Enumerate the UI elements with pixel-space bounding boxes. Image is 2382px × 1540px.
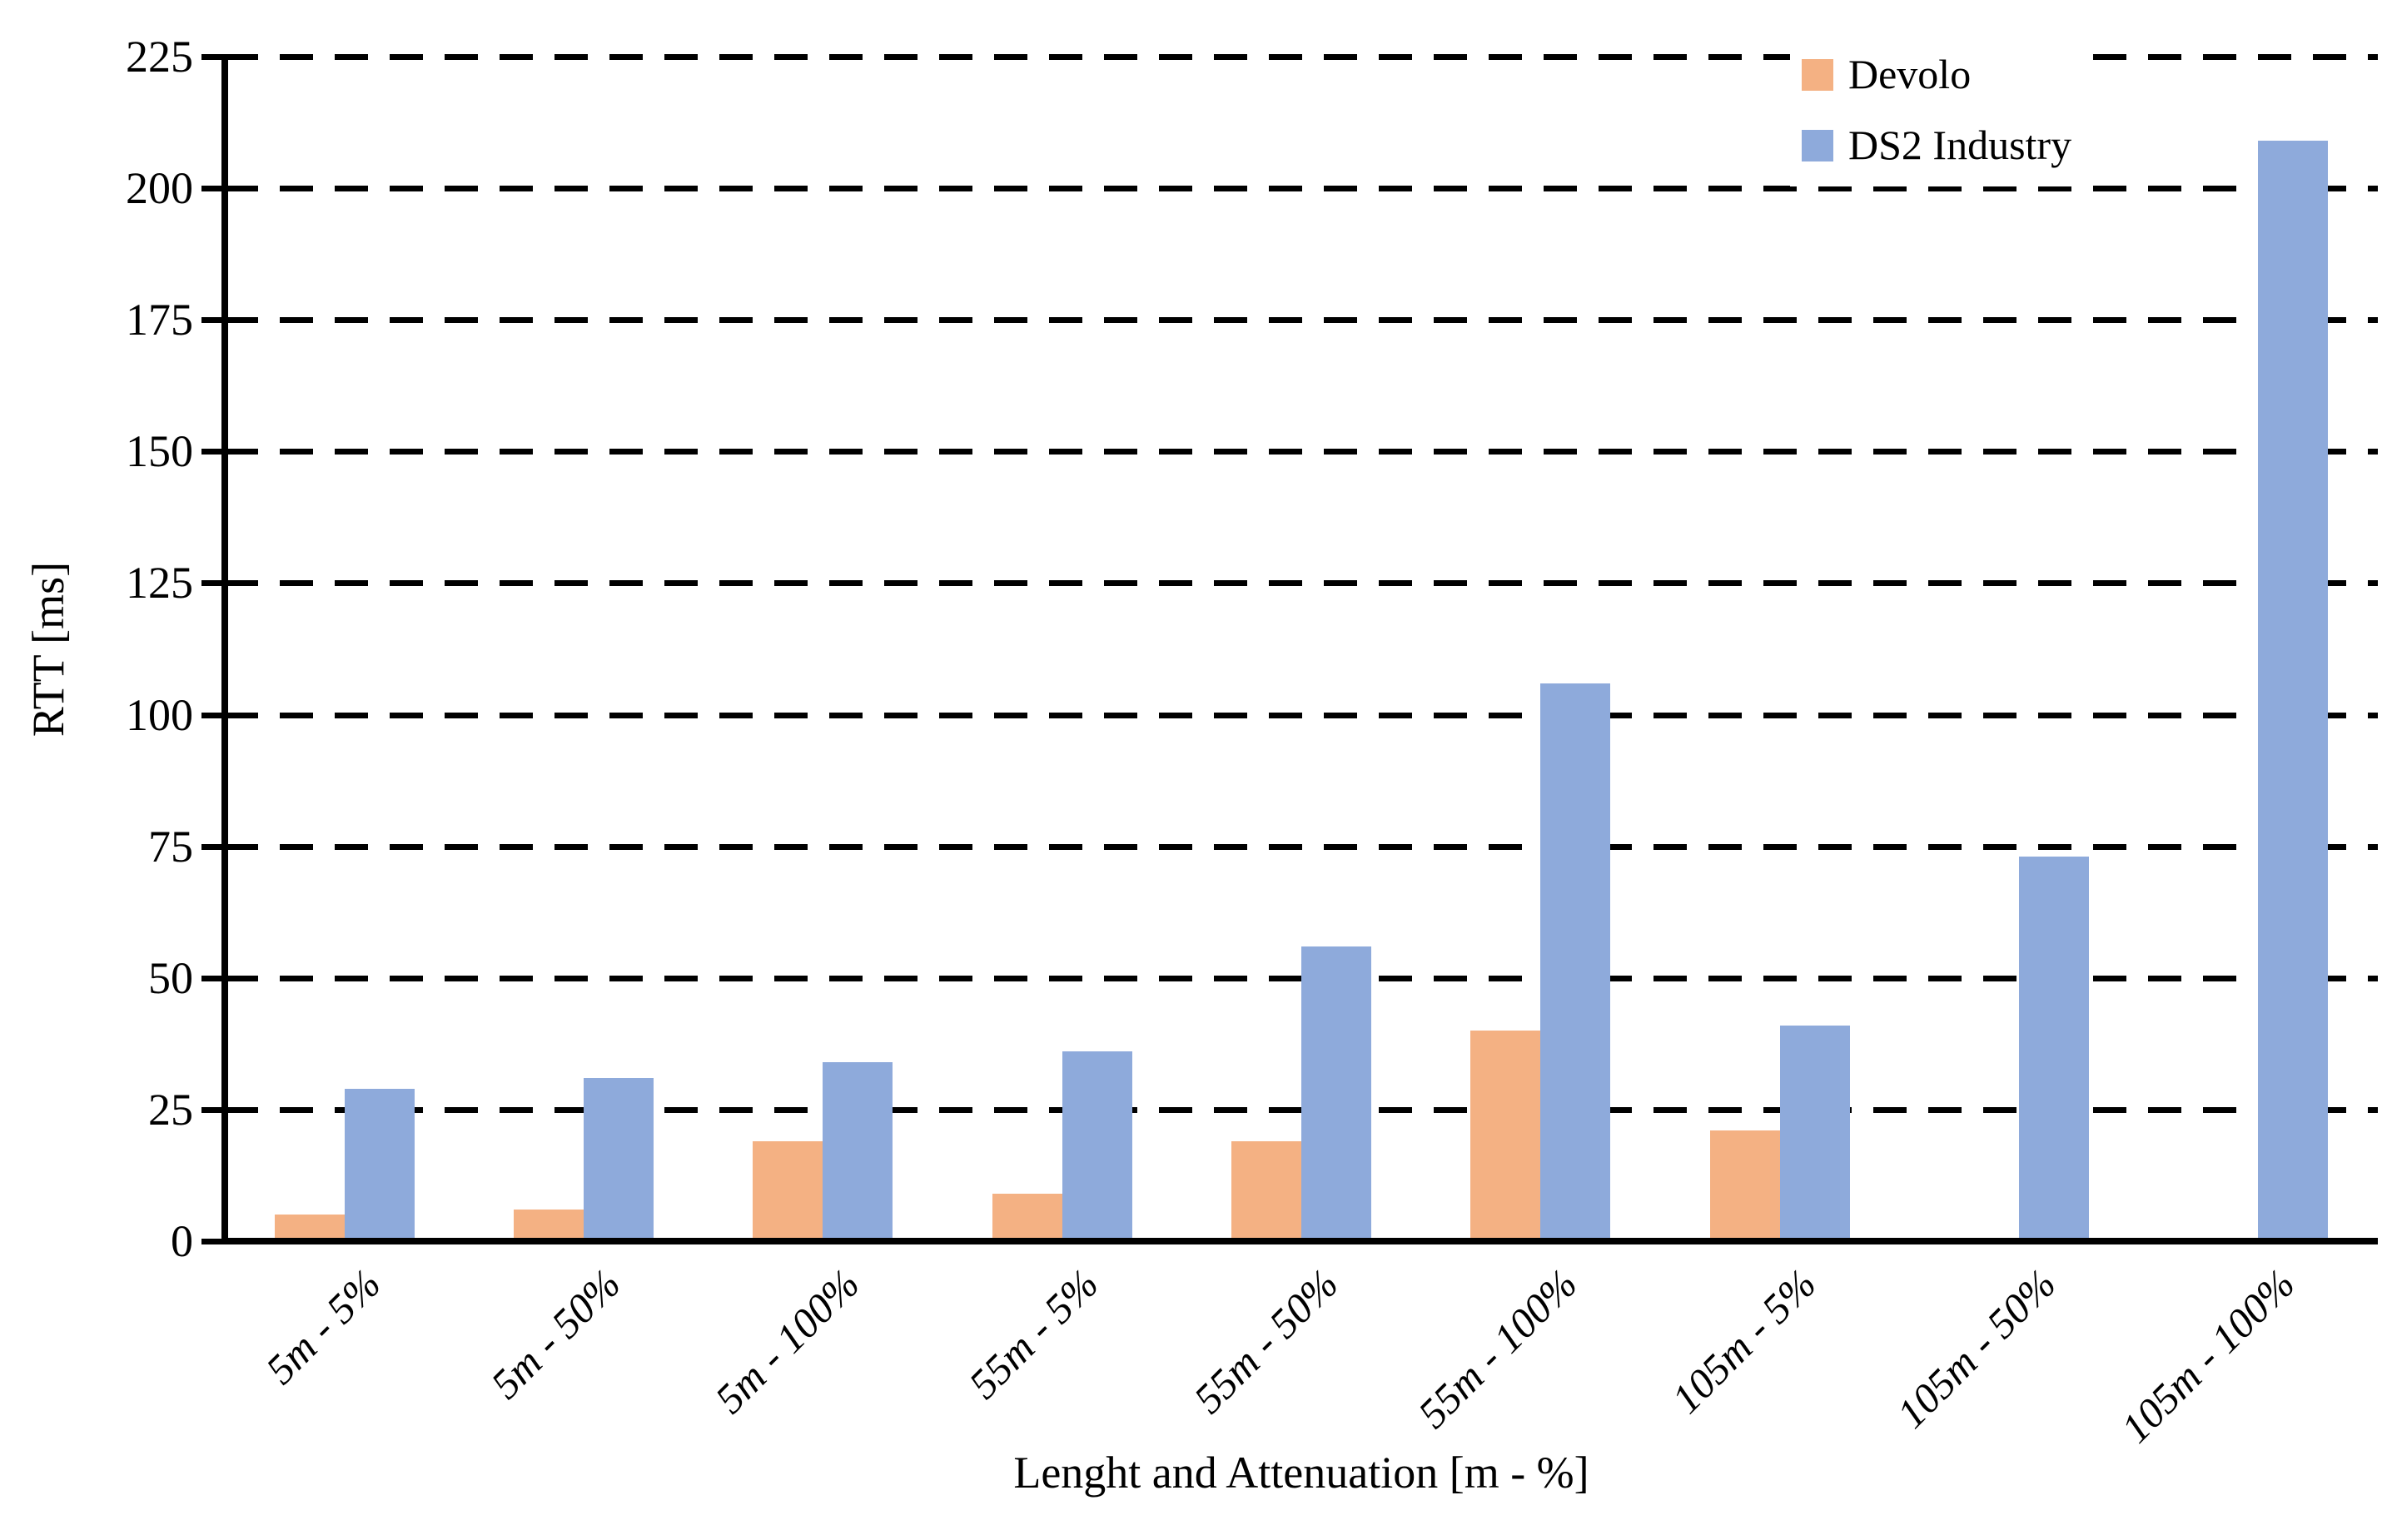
- bar-group-55m - 50%: [1231, 57, 1371, 1241]
- y-tick-mark: [201, 1239, 223, 1244]
- bar-devolo: [753, 1140, 823, 1241]
- bar-group-55m - 5%: [992, 57, 1132, 1241]
- bar-ds2-industry: [344, 1088, 415, 1241]
- y-tick-label: 75: [148, 821, 193, 872]
- legend-item-devolo: Devolo: [1802, 52, 2071, 97]
- y-tick-mark: [201, 54, 223, 60]
- gridline-125: [225, 580, 2378, 587]
- bar-ds2-industry: [823, 1061, 893, 1241]
- x-tick-label: 105m - 5%: [1663, 1259, 1825, 1423]
- x-axis-title: Lenght and Attenuation [m - %]: [1013, 1448, 1589, 1498]
- bar-ds2-industry: [1540, 683, 1611, 1241]
- y-tick-label: 225: [126, 32, 193, 82]
- x-tick-label: 5m - 100%: [705, 1259, 868, 1423]
- plot-area: [221, 54, 2378, 1244]
- legend-label: DS2 Industry: [1848, 122, 2072, 168]
- legend-swatch-icon: [1802, 58, 1833, 91]
- x-tick-label: 55m - 100%: [1409, 1259, 1586, 1438]
- bar-group-5m - 50%: [514, 57, 654, 1241]
- bar-group-105m - 100%: [2188, 57, 2329, 1241]
- x-tick-label: 5m - 50%: [481, 1259, 629, 1408]
- y-tick-label: 25: [148, 1084, 193, 1135]
- gridline-150: [225, 449, 2378, 455]
- gridline-100: [225, 712, 2378, 718]
- y-tick-mark: [201, 580, 223, 587]
- bar-ds2-industry: [2258, 141, 2329, 1241]
- x-tick-label: 55m - 50%: [1184, 1259, 1347, 1423]
- bar-devolo: [992, 1194, 1062, 1241]
- y-tick-label: 0: [171, 1216, 193, 1266]
- y-tick-mark: [201, 186, 223, 192]
- bar-group-5m - 100%: [753, 57, 893, 1241]
- legend-swatch-icon: [1802, 129, 1833, 161]
- gridline-75: [225, 843, 2378, 850]
- x-axis-line: [221, 1238, 2378, 1244]
- y-axis-line: [221, 54, 228, 1244]
- gridline-225: [225, 54, 2378, 60]
- bar-devolo: [274, 1215, 345, 1241]
- y-tick-label: 200: [126, 163, 193, 214]
- y-tick-mark: [201, 843, 223, 850]
- legend-label: Devolo: [1848, 51, 1972, 97]
- gridline-200: [225, 186, 2378, 192]
- y-tick-mark: [201, 975, 223, 981]
- bar-ds2-industry: [1301, 946, 1371, 1241]
- bar-devolo: [1470, 1031, 1541, 1241]
- bar-group-105m - 50%: [1949, 57, 2089, 1241]
- bar-group-5m - 5%: [274, 57, 415, 1241]
- y-tick-mark: [201, 712, 223, 718]
- legend: Devolo DS2 Industry: [1790, 40, 2094, 186]
- bar-devolo: [1231, 1140, 1301, 1241]
- bar-ds2-industry: [584, 1077, 654, 1241]
- bar-group-105m - 5%: [1709, 57, 1850, 1241]
- y-tick-mark: [201, 317, 223, 324]
- x-tick-label: 5m - 5%: [256, 1259, 390, 1393]
- legend-item-ds2-industry: DS2 Industry: [1802, 122, 2071, 168]
- bar-ds2-industry: [1779, 1025, 1850, 1241]
- bar-group-55m - 100%: [1470, 57, 1611, 1241]
- y-tick-label: 100: [126, 689, 193, 740]
- y-tick-label: 175: [126, 295, 193, 345]
- y-tick-mark: [201, 1106, 223, 1113]
- bar-devolo: [514, 1210, 584, 1241]
- bar-ds2-industry: [2019, 857, 2089, 1241]
- y-tick-mark: [201, 449, 223, 455]
- y-tick-label: 125: [126, 558, 193, 609]
- x-tick-label: 105m - 50%: [1887, 1259, 2065, 1438]
- x-tick-label: 55m - 5%: [959, 1259, 1107, 1408]
- bar-ds2-industry: [1062, 1051, 1132, 1241]
- gridline-175: [225, 317, 2378, 324]
- y-tick-label: 50: [148, 952, 193, 1003]
- y-tick-label: 150: [126, 426, 193, 477]
- bar-devolo: [1709, 1130, 1780, 1241]
- x-tick-label: 105m - 100%: [2111, 1259, 2304, 1452]
